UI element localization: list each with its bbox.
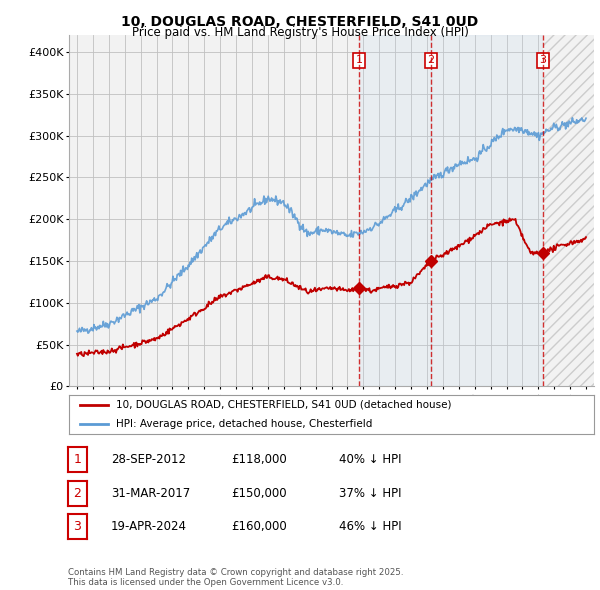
Bar [359, 35, 431, 386]
Text: 37% ↓ HPI: 37% ↓ HPI [339, 487, 401, 500]
Text: 40% ↓ HPI: 40% ↓ HPI [339, 453, 401, 466]
Text: 46% ↓ HPI: 46% ↓ HPI [339, 520, 401, 533]
Text: 28-SEP-2012: 28-SEP-2012 [111, 453, 186, 466]
Text: 2: 2 [73, 487, 82, 500]
Text: 1: 1 [73, 453, 82, 466]
Text: 3: 3 [539, 55, 547, 65]
Text: 2: 2 [427, 55, 434, 65]
Text: 3: 3 [73, 520, 82, 533]
Text: Price paid vs. HM Land Registry's House Price Index (HPI): Price paid vs. HM Land Registry's House … [131, 26, 469, 39]
Text: Contains HM Land Registry data © Crown copyright and database right 2025.
This d: Contains HM Land Registry data © Crown c… [68, 568, 403, 587]
Text: £160,000: £160,000 [231, 520, 287, 533]
Text: £118,000: £118,000 [231, 453, 287, 466]
Bar [543, 35, 594, 386]
Bar [431, 35, 543, 386]
Text: 31-MAR-2017: 31-MAR-2017 [111, 487, 190, 500]
Text: HPI: Average price, detached house, Chesterfield: HPI: Average price, detached house, Ches… [116, 419, 373, 429]
Text: 10, DOUGLAS ROAD, CHESTERFIELD, S41 0UD (detached house): 10, DOUGLAS ROAD, CHESTERFIELD, S41 0UD … [116, 400, 452, 410]
Text: £150,000: £150,000 [231, 487, 287, 500]
Bar [543, 35, 594, 386]
Text: 10, DOUGLAS ROAD, CHESTERFIELD, S41 0UD: 10, DOUGLAS ROAD, CHESTERFIELD, S41 0UD [121, 15, 479, 29]
Text: 19-APR-2024: 19-APR-2024 [111, 520, 187, 533]
Text: 1: 1 [356, 55, 362, 65]
